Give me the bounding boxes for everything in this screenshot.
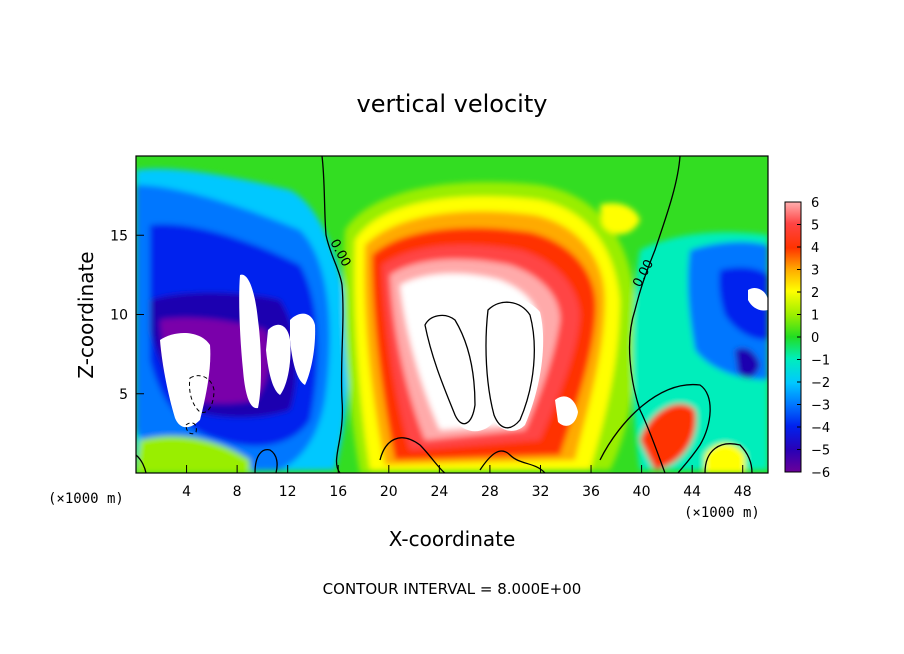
colorbar-tick-label: −1 bbox=[811, 354, 830, 369]
y-tick-label: 15 bbox=[110, 228, 128, 244]
core bbox=[748, 288, 768, 311]
contour-lines bbox=[136, 156, 753, 473]
colorbar-tick-label: 1 bbox=[811, 309, 819, 324]
blob bbox=[640, 404, 696, 470]
contour-interval-note: CONTOUR INTERVAL = 8.000E+00 bbox=[323, 580, 582, 598]
contour bbox=[599, 384, 711, 473]
colorbar-tick-label: −4 bbox=[811, 421, 830, 436]
x-tick-label: 48 bbox=[734, 484, 752, 500]
blob bbox=[136, 436, 250, 473]
core bbox=[160, 333, 211, 428]
colorbar-tick-label: 3 bbox=[811, 264, 819, 279]
y-tick-label: 5 bbox=[119, 387, 128, 403]
y-tick-label: 10 bbox=[110, 308, 128, 324]
colorbar-tick-label: −3 bbox=[811, 399, 830, 414]
x-axis-label: X-coordinate bbox=[389, 527, 516, 551]
y-axis-label: Z-coordinate bbox=[74, 251, 98, 378]
x-tick-label: 24 bbox=[430, 484, 448, 500]
contour bbox=[479, 450, 546, 473]
x-tick-label: 36 bbox=[582, 484, 600, 500]
x-axis: 4 8 12 16 20 24 28 32 36 40 44 48 bbox=[182, 465, 752, 500]
x-tick-label: 8 bbox=[233, 484, 242, 500]
x-tick-label: 4 bbox=[182, 484, 191, 500]
contour-core bbox=[424, 314, 476, 425]
chart-title: vertical velocity bbox=[357, 90, 548, 118]
colorbar-ticks: −6 −5 −4 −3 −2 −1 0 1 2 3 4 5 6 bbox=[797, 196, 830, 481]
x-tick-label: 16 bbox=[329, 484, 347, 500]
x-tick-label: 20 bbox=[380, 484, 398, 500]
x-tick-label: 40 bbox=[633, 484, 651, 500]
y-axis: 5 10 15 bbox=[110, 228, 144, 403]
zero-contour-left bbox=[321, 156, 344, 473]
contour-negative bbox=[185, 422, 197, 435]
colorbar-tick-label: 5 bbox=[811, 219, 819, 234]
contour-core bbox=[485, 301, 535, 429]
velocity-field: 0.00 0.00 bbox=[136, 156, 768, 473]
colorbar-tick-label: 0 bbox=[811, 331, 819, 346]
contour bbox=[136, 454, 147, 473]
colorbar-tick-label: 4 bbox=[811, 241, 819, 256]
colorbar-tick-label: −2 bbox=[811, 376, 830, 391]
x-unit-left: (×1000 m) bbox=[48, 491, 124, 507]
x-tick-label: 12 bbox=[279, 484, 297, 500]
core bbox=[266, 324, 291, 395]
x-tick-label: 44 bbox=[683, 484, 701, 500]
negative-contours bbox=[185, 375, 215, 435]
colorbar-tick-label: −6 bbox=[811, 466, 830, 481]
blob bbox=[600, 203, 640, 235]
saturation-cores bbox=[160, 274, 768, 432]
colorbar-tick-label: 2 bbox=[811, 286, 819, 301]
colorbar-tick-label: −5 bbox=[811, 444, 830, 459]
blob bbox=[735, 348, 760, 379]
contour bbox=[704, 443, 753, 473]
x-unit-right: (×1000 m) bbox=[684, 505, 760, 521]
core bbox=[555, 396, 578, 426]
contour bbox=[254, 449, 278, 473]
x-tick-label: 28 bbox=[481, 484, 499, 500]
blob bbox=[719, 267, 768, 340]
colorbar-tick-label: 6 bbox=[811, 196, 819, 211]
contour-negative bbox=[189, 375, 215, 414]
zero-contour-right bbox=[628, 156, 681, 473]
core bbox=[290, 313, 316, 385]
core bbox=[239, 274, 261, 409]
blob bbox=[705, 443, 745, 473]
x-tick-label: 32 bbox=[532, 484, 550, 500]
